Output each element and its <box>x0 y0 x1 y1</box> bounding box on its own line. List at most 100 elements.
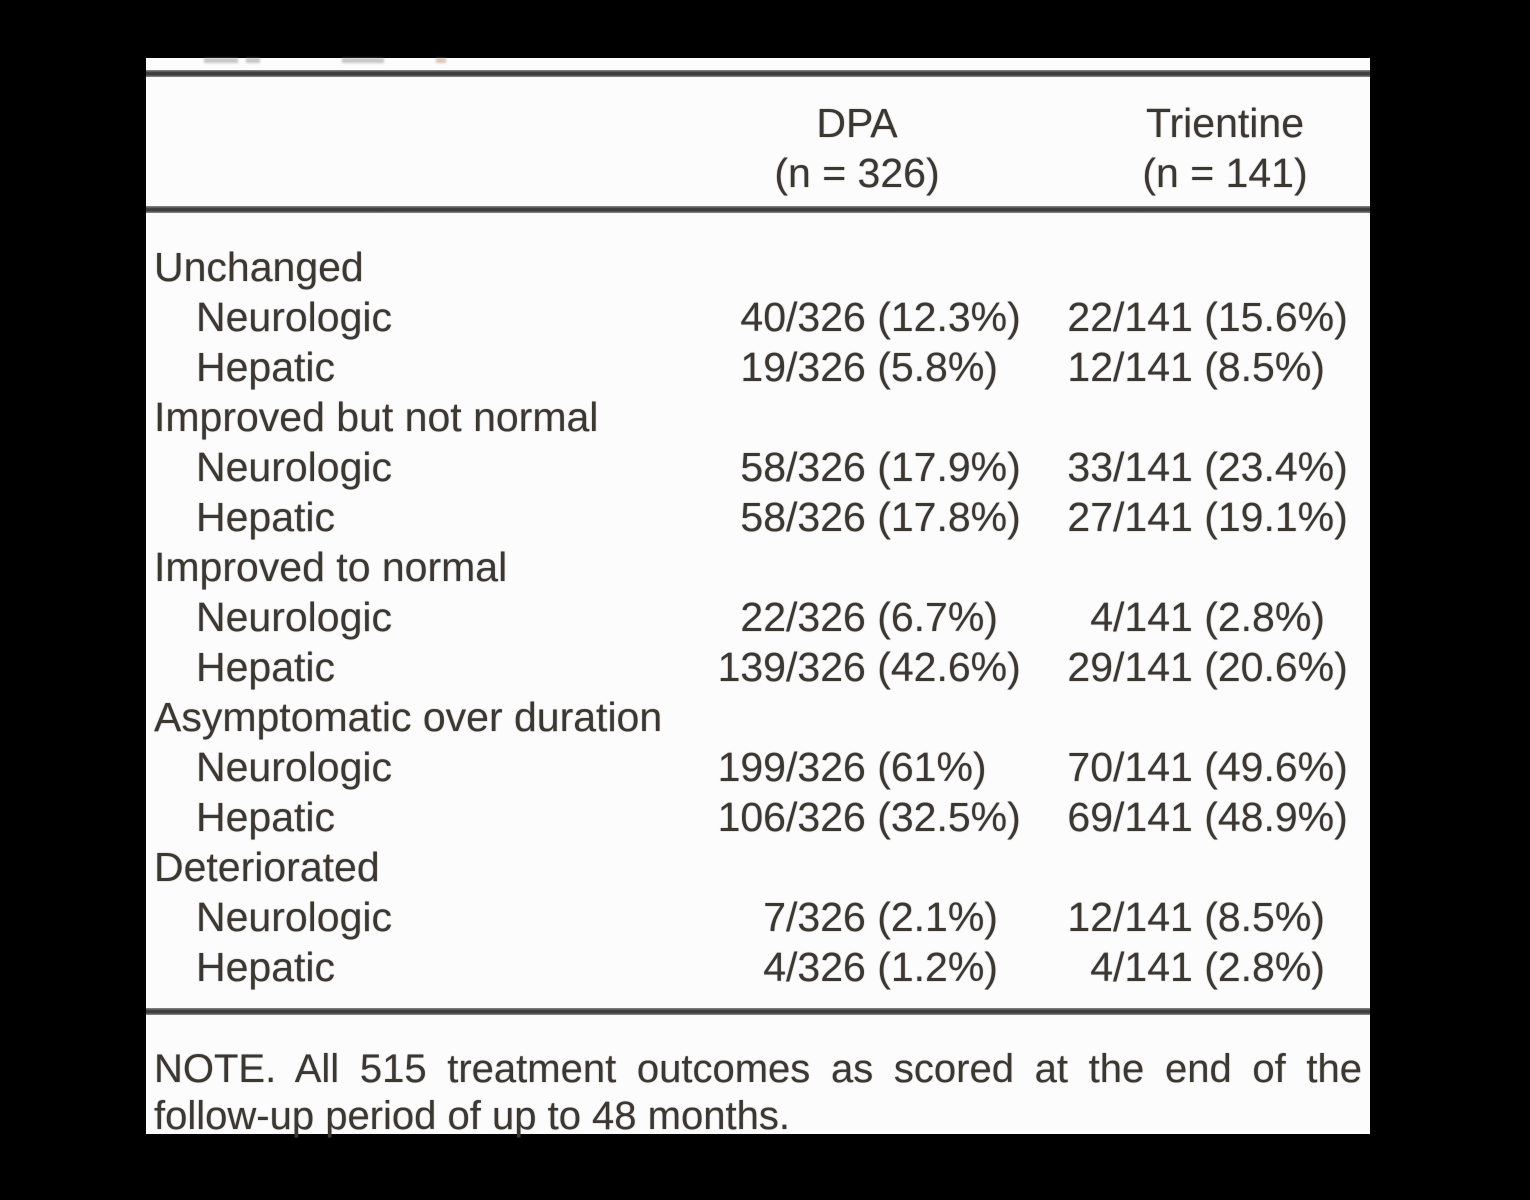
dpa-numerator: 139 <box>717 644 786 690</box>
dpa-numerator: 58 <box>740 444 786 490</box>
dpa-numerator: 199 <box>717 744 786 790</box>
column-n-label: (n = 141) <box>1142 150 1308 196</box>
table-row-group: Unchanged <box>146 242 1370 292</box>
table-note: NOTE. All 515 treatment outcomes as scor… <box>154 1046 1362 1140</box>
row-label: Neurologic <box>196 894 392 940</box>
trientine-numerator: 4 <box>1090 594 1113 640</box>
column-n-label: (n = 326) <box>774 150 940 196</box>
row-label: Neurologic <box>196 594 392 640</box>
table-row-group: Asymptomatic over duration <box>146 692 1370 742</box>
trientine-denominator-pct: /141 (49.6%) <box>1113 744 1348 790</box>
table-panel: DPA (n = 326) Trientine (n = 141) Unchan… <box>146 58 1370 1138</box>
dpa-value: 199/326 (61%) <box>708 742 987 792</box>
dpa-numerator: 4 <box>763 944 786 990</box>
table-row: Neurologic 22/326 (6.7%) 4/141 (2.8%) <box>146 592 1370 642</box>
note-line-1: NOTE. All 515 treatment outcomes as scor… <box>154 1047 1362 1091</box>
dpa-denominator-pct: /326 (6.7%) <box>786 594 998 640</box>
trientine-denominator-pct: /141 (23.4%) <box>1113 444 1348 490</box>
trientine-denominator-pct: /141 (2.8%) <box>1113 944 1325 990</box>
row-label: Hepatic <box>196 794 336 840</box>
dpa-denominator-pct: /326 (42.6%) <box>786 644 1021 690</box>
trientine-value: 70/141 (49.6%) <box>1051 742 1348 792</box>
trientine-numerator: 12 <box>1067 894 1113 940</box>
trientine-value: 29/141 (20.6%) <box>1051 642 1348 692</box>
table-row: Hepatic 58/326 (17.8%) 27/141 (19.1%) <box>146 492 1370 542</box>
dpa-denominator-pct: /326 (17.9%) <box>786 444 1021 490</box>
table-row-group: Deteriorated <box>146 842 1370 892</box>
row-label: Hepatic <box>196 344 336 390</box>
table-row-group: Improved but not normal <box>146 392 1370 442</box>
dpa-value: 40/326 (12.3%) <box>708 292 1021 342</box>
table-row: Hepatic 19/326 (5.8%) 12/141 (8.5%) <box>146 342 1370 392</box>
trientine-denominator-pct: /141 (48.9%) <box>1113 794 1348 840</box>
note-line-2: follow-up period of up to 48 months. <box>154 1094 790 1138</box>
column-header-trientine: Trientine (n = 141) <box>1045 98 1405 198</box>
trientine-numerator: 70 <box>1067 744 1113 790</box>
trientine-denominator-pct: /141 (20.6%) <box>1113 644 1348 690</box>
column-name: DPA <box>816 100 898 146</box>
trientine-numerator: 69 <box>1067 794 1113 840</box>
dpa-value: 22/326 (6.7%) <box>708 592 998 642</box>
dpa-numerator: 106 <box>717 794 786 840</box>
trientine-numerator: 33 <box>1067 444 1113 490</box>
trientine-value: 4/141 (2.8%) <box>1051 592 1325 642</box>
dpa-denominator-pct: /326 (1.2%) <box>786 944 998 990</box>
trientine-value: 12/141 (8.5%) <box>1051 892 1325 942</box>
scan-artifact <box>246 58 260 63</box>
trientine-numerator: 29 <box>1067 644 1113 690</box>
dpa-value: 58/326 (17.9%) <box>708 442 1021 492</box>
trientine-value: 33/141 (23.4%) <box>1051 442 1348 492</box>
dpa-numerator: 58 <box>740 494 786 540</box>
trientine-value: 69/141 (48.9%) <box>1051 792 1348 842</box>
trientine-numerator: 27 <box>1067 494 1113 540</box>
table-row-group: Improved to normal <box>146 542 1370 592</box>
trientine-denominator-pct: /141 (8.5%) <box>1113 894 1325 940</box>
row-label: Neurologic <box>196 294 392 340</box>
row-label: Hepatic <box>196 494 336 540</box>
row-label: Hepatic <box>196 644 336 690</box>
table-row: Neurologic 58/326 (17.9%) 33/141 (23.4%) <box>146 442 1370 492</box>
trientine-value: 12/141 (8.5%) <box>1051 342 1325 392</box>
trientine-numerator: 22 <box>1067 294 1113 340</box>
trientine-numerator: 4 <box>1090 944 1113 990</box>
dpa-value: 106/326 (32.5%) <box>708 792 1021 842</box>
trientine-value: 4/141 (2.8%) <box>1051 942 1325 992</box>
table-body: Unchanged Neurologic 40/326 (12.3%) 22/1… <box>146 242 1370 992</box>
trientine-denominator-pct: /141 (15.6%) <box>1113 294 1348 340</box>
row-label: Deteriorated <box>154 844 380 890</box>
dpa-denominator-pct: /326 (12.3%) <box>786 294 1021 340</box>
dpa-numerator: 40 <box>740 294 786 340</box>
dpa-denominator-pct: /326 (32.5%) <box>786 794 1021 840</box>
row-label: Asymptomatic over duration <box>154 694 663 740</box>
dpa-value: 4/326 (1.2%) <box>708 942 998 992</box>
scan-artifact <box>342 58 384 63</box>
table-row: Hepatic 139/326 (42.6%) 29/141 (20.6%) <box>146 642 1370 692</box>
trientine-denominator-pct: /141 (19.1%) <box>1113 494 1348 540</box>
dpa-numerator: 22 <box>740 594 786 640</box>
dpa-denominator-pct: /326 (2.1%) <box>786 894 998 940</box>
row-label: Improved to normal <box>154 544 508 590</box>
table-row: Neurologic 199/326 (61%) 70/141 (49.6%) <box>146 742 1370 792</box>
dpa-value: 7/326 (2.1%) <box>708 892 998 942</box>
table-row: Neurologic 7/326 (2.1%) 12/141 (8.5%) <box>146 892 1370 942</box>
column-name: Trientine <box>1146 100 1304 146</box>
table-row: Neurologic 40/326 (12.3%) 22/141 (15.6%) <box>146 292 1370 342</box>
trientine-denominator-pct: /141 (2.8%) <box>1113 594 1325 640</box>
column-header-dpa: DPA (n = 326) <box>677 98 1037 198</box>
trientine-denominator-pct: /141 (8.5%) <box>1113 344 1325 390</box>
bottom-rule <box>146 1008 1370 1015</box>
dpa-numerator: 7 <box>763 894 786 940</box>
row-label: Neurologic <box>196 744 392 790</box>
dpa-numerator: 19 <box>740 344 786 390</box>
top-rule <box>146 70 1370 77</box>
dpa-value: 19/326 (5.8%) <box>708 342 998 392</box>
row-label: Improved but not normal <box>154 394 599 440</box>
dpa-value: 58/326 (17.8%) <box>708 492 1021 542</box>
dpa-denominator-pct: /326 (5.8%) <box>786 344 998 390</box>
scan-artifact <box>204 58 238 63</box>
row-label: Unchanged <box>154 244 364 290</box>
table-row: Hepatic 106/326 (32.5%) 69/141 (48.9%) <box>146 792 1370 842</box>
dpa-denominator-pct: /326 (17.8%) <box>786 494 1021 540</box>
table-row: Hepatic 4/326 (1.2%) 4/141 (2.8%) <box>146 942 1370 992</box>
